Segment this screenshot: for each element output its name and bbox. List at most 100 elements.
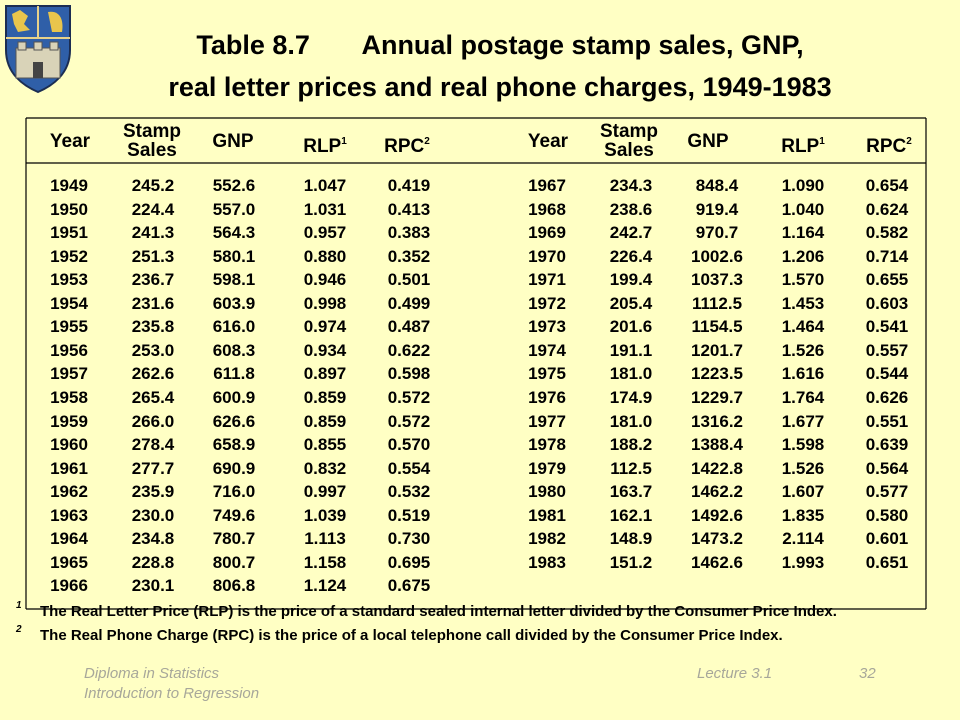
table-cell-stamp-sales: 162.1 bbox=[609, 505, 653, 525]
header-gnp-right: GNP bbox=[687, 131, 729, 152]
footer-course-line-1: Diploma in Statistics bbox=[84, 665, 220, 682]
table-cell-stamp-sales: 228.8 bbox=[131, 552, 175, 572]
table-cell-gnp: 800.7 bbox=[212, 552, 256, 572]
table-cell-gnp: 1002.6 bbox=[691, 246, 743, 266]
table-cell-year: 1980 bbox=[528, 482, 566, 502]
table-cell-gnp: 626.6 bbox=[212, 411, 256, 431]
table-cell-rpc: 0.352 bbox=[387, 246, 431, 266]
header-rpc-text-right: RPC bbox=[866, 136, 907, 157]
table-cell-stamp-sales: 238.6 bbox=[609, 199, 653, 219]
table-cell-year: 1979 bbox=[528, 458, 566, 478]
table-cell-stamp-sales: 174.9 bbox=[609, 387, 653, 407]
table-cell-rpc: 0.419 bbox=[387, 176, 431, 195]
table-cell-rlp: 1.164 bbox=[781, 223, 825, 243]
table-cell-gnp: 1422.8 bbox=[691, 458, 743, 478]
table-cell-stamp-sales: 235.8 bbox=[131, 317, 175, 337]
table-cell-year: 1971 bbox=[528, 270, 566, 290]
table-cell-gnp: 600.9 bbox=[212, 387, 256, 407]
table-cell-stamp-sales: 230.0 bbox=[131, 505, 175, 525]
header-rpc: RPC2 bbox=[370, 132, 444, 156]
table-cell-rpc: 0.582 bbox=[865, 223, 909, 243]
table-cell-stamp-sales: 188.2 bbox=[609, 435, 653, 455]
table-cell-gnp: 564.3 bbox=[212, 223, 256, 243]
table-cell-rlp: 0.998 bbox=[303, 293, 347, 313]
table-cell-gnp: 1492.6 bbox=[691, 505, 743, 525]
table-cell-year: 1960 bbox=[50, 435, 88, 455]
table-cell-rlp: 0.855 bbox=[303, 435, 347, 455]
table-cell-rpc: 0.577 bbox=[865, 482, 909, 502]
table-cell-rpc: 0.570 bbox=[387, 435, 431, 455]
table-cell-gnp: 580.1 bbox=[212, 246, 256, 266]
crest-logo bbox=[5, 5, 71, 94]
table-cell-year: 1972 bbox=[528, 293, 566, 313]
table-cell-year: 1957 bbox=[50, 364, 88, 384]
table-cell-year: 1976 bbox=[528, 387, 566, 407]
table-cell-gnp: 1229.7 bbox=[691, 387, 743, 407]
table-cell-gnp: 1316.2 bbox=[691, 411, 743, 431]
table-cell-rpc: 0.501 bbox=[387, 270, 431, 290]
header-stamp-line-right: Stamp bbox=[599, 121, 659, 142]
table-cell-year: 1964 bbox=[50, 529, 88, 549]
header-rlp-footnote-marker: 1 bbox=[341, 136, 347, 147]
table-cell-rlp: 1.039 bbox=[303, 505, 347, 525]
table-cell-rlp: 0.946 bbox=[303, 270, 347, 290]
table-cell-rpc: 0.572 bbox=[387, 387, 431, 407]
table-cell-rpc: 0.598 bbox=[387, 364, 431, 384]
table-cell-gnp: 658.9 bbox=[212, 435, 256, 455]
table-cell-stamp-sales: 266.0 bbox=[131, 411, 175, 431]
table-cell-rlp: 1.090 bbox=[781, 176, 825, 195]
table-cell-stamp-sales: 245.2 bbox=[131, 176, 175, 195]
table-cell-gnp: 970.7 bbox=[695, 223, 739, 243]
table-cell-year: 1953 bbox=[50, 270, 88, 290]
table-cell-gnp: 806.8 bbox=[212, 576, 256, 596]
table-cell-stamp-sales: 265.4 bbox=[131, 387, 175, 407]
header-stamp-sales: Stamp Sales bbox=[115, 122, 189, 160]
header-gnp: GNP bbox=[212, 131, 254, 152]
table-cell-year: 1965 bbox=[50, 552, 88, 572]
header-rpc-text: RPC bbox=[384, 136, 425, 157]
table-cell-rlp: 1.124 bbox=[303, 576, 347, 596]
table-cell-rpc: 0.601 bbox=[865, 529, 909, 549]
table-cell-year: 1956 bbox=[50, 340, 88, 360]
table-cell-stamp-sales: 199.4 bbox=[609, 270, 653, 290]
table-cell-rlp: 1.464 bbox=[781, 317, 825, 337]
table-cell-year: 1970 bbox=[528, 246, 566, 266]
table-cell-year: 1973 bbox=[528, 317, 566, 337]
header-rpc-footnote-marker: 2 bbox=[424, 136, 430, 147]
table-cell-rpc: 0.603 bbox=[865, 293, 909, 313]
header-rlp-text-right: RLP bbox=[781, 136, 820, 157]
table-cell-gnp: 598.1 bbox=[212, 270, 256, 290]
table-cell-rlp: 0.997 bbox=[303, 482, 347, 502]
footer-course: Diploma in Statistics Introduction to Re… bbox=[84, 664, 259, 704]
header-rlp-footnote-marker-right: 1 bbox=[819, 136, 825, 147]
table-cell-gnp: 1201.7 bbox=[691, 340, 743, 360]
table-cell-year: 1951 bbox=[50, 223, 88, 243]
table-cell-year: 1954 bbox=[50, 293, 88, 313]
header-rpc-footnote-marker-right: 2 bbox=[906, 136, 912, 147]
table-cell-stamp-sales: 191.1 bbox=[609, 340, 653, 360]
table-cell-stamp-sales: 251.3 bbox=[131, 246, 175, 266]
table-cell-year: 1952 bbox=[50, 246, 88, 266]
table-cell-rlp: 1.764 bbox=[781, 387, 825, 407]
table-cell-stamp-sales: 148.9 bbox=[609, 529, 653, 549]
header-stamp-sales-right: Stamp Sales bbox=[592, 122, 666, 160]
table-cell-rlp: 0.957 bbox=[303, 223, 347, 243]
table-cell-year: 1983 bbox=[528, 552, 566, 572]
table-cell-stamp-sales: 234.8 bbox=[131, 529, 175, 549]
table-cell-rpc: 0.519 bbox=[387, 505, 431, 525]
table-cell-rpc: 0.730 bbox=[387, 529, 431, 549]
table-cell-rlp: 1.526 bbox=[781, 340, 825, 360]
table-cell-year: 1955 bbox=[50, 317, 88, 337]
table-cell-rlp: 0.859 bbox=[303, 411, 347, 431]
table-cell-gnp: 1112.5 bbox=[691, 293, 743, 313]
table-cell-gnp: 603.9 bbox=[212, 293, 256, 313]
table-cell-rlp: 1.031 bbox=[303, 199, 347, 219]
table-cell-rpc: 0.580 bbox=[865, 505, 909, 525]
table-cell-gnp: 1462.2 bbox=[691, 482, 743, 502]
table-cell-rlp: 1.677 bbox=[781, 411, 825, 431]
table-cell-rpc: 0.532 bbox=[387, 482, 431, 502]
table-cell-gnp: 716.0 bbox=[212, 482, 256, 502]
table-cell-year: 1967 bbox=[528, 176, 566, 195]
table-cell-rlp: 0.832 bbox=[303, 458, 347, 478]
table-cell-stamp-sales: 235.9 bbox=[131, 482, 175, 502]
